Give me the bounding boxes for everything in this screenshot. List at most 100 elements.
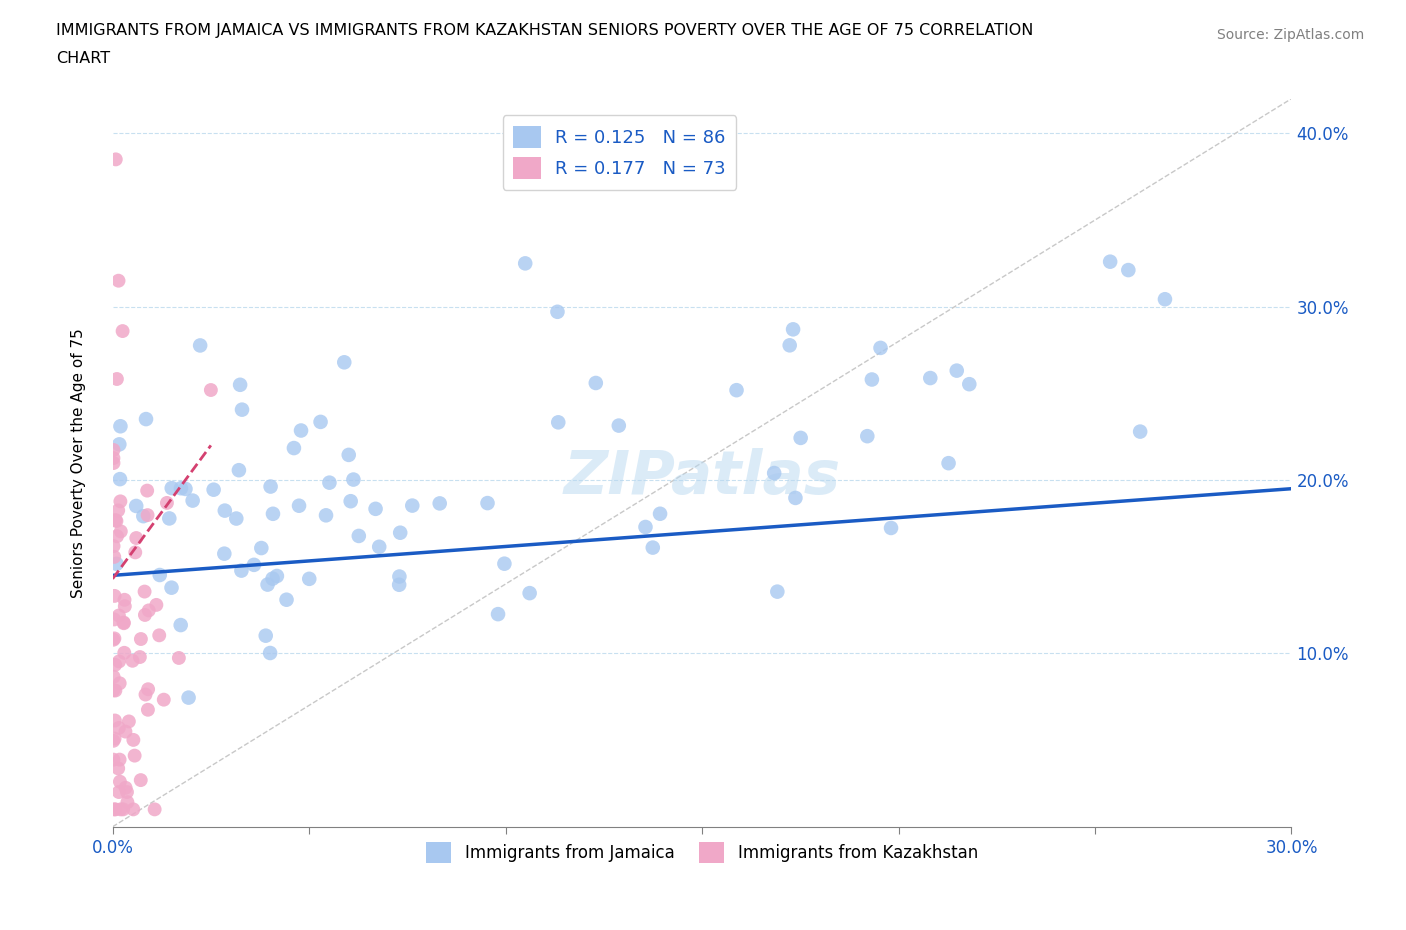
Point [337, 447, 360, 462]
Point [225, 512, 247, 526]
Point [103, 538, 125, 553]
Point [641, 540, 664, 555]
Point [103, 670, 125, 684]
Point [108, 472, 131, 486]
Point [145, 597, 167, 612]
Point [104, 589, 127, 604]
Point [115, 785, 138, 800]
Point [231, 402, 253, 417]
Text: Source: ZipAtlas.com: Source: ZipAtlas.com [1216, 28, 1364, 42]
Point [262, 571, 284, 586]
Point [188, 338, 211, 352]
Point [276, 592, 298, 607]
Point [121, 654, 143, 669]
Point [181, 493, 204, 508]
Point [429, 496, 451, 511]
Point [401, 498, 423, 513]
Point [957, 377, 980, 392]
Point [315, 508, 337, 523]
Point [105, 513, 128, 528]
Point [110, 802, 132, 817]
Point [515, 256, 537, 271]
Text: IMMIGRANTS FROM JAMAICA VS IMMIGRANTS FROM KAZAKHSTAN SENIORS POVERTY OVER THE A: IMMIGRANTS FROM JAMAICA VS IMMIGRANTS FR… [56, 23, 1033, 38]
Point [347, 528, 370, 543]
Point [920, 370, 942, 385]
Point [107, 503, 129, 518]
Point [342, 472, 364, 487]
Point [105, 529, 128, 544]
Point [136, 508, 159, 523]
Point [136, 682, 159, 697]
Point [547, 415, 569, 430]
Point [111, 324, 134, 339]
Point [156, 496, 179, 511]
Point [170, 618, 193, 632]
Point [869, 340, 891, 355]
Point [104, 512, 127, 527]
Point [108, 721, 131, 736]
Point [103, 632, 125, 647]
Point [107, 761, 129, 776]
Point [103, 631, 125, 645]
Point [104, 802, 127, 817]
Point [128, 650, 150, 665]
Point [228, 463, 250, 478]
Point [105, 556, 128, 571]
Y-axis label: Seniors Poverty Over the Age of 75: Seniors Poverty Over the Age of 75 [72, 328, 86, 598]
Point [254, 629, 277, 644]
Point [231, 564, 253, 578]
Point [136, 702, 159, 717]
Point [134, 584, 156, 599]
Point [782, 322, 804, 337]
Point [298, 571, 321, 586]
Point [108, 608, 131, 623]
Point [108, 752, 131, 767]
Point [108, 774, 131, 789]
Point [103, 752, 125, 767]
Point [157, 511, 180, 525]
Point [333, 355, 356, 370]
Point [108, 676, 131, 691]
Point [108, 654, 131, 669]
Point [214, 503, 236, 518]
Point [129, 773, 152, 788]
Point [112, 645, 135, 660]
Point [214, 546, 236, 561]
Point [103, 731, 125, 746]
Point [290, 423, 312, 438]
Point [494, 556, 516, 571]
Point [135, 412, 157, 427]
Point [283, 441, 305, 456]
Point [103, 456, 125, 471]
Point [149, 567, 172, 582]
Point [110, 494, 132, 509]
Point [107, 273, 129, 288]
Point [114, 780, 136, 795]
Point [200, 382, 222, 397]
Point [108, 785, 131, 800]
Point [486, 606, 509, 621]
Point [103, 612, 125, 627]
Point [167, 650, 190, 665]
Point [388, 578, 411, 592]
Point [138, 603, 160, 618]
Point [103, 443, 125, 458]
Point [789, 431, 811, 445]
Point [118, 714, 141, 729]
Point [388, 569, 411, 584]
Point [1129, 424, 1152, 439]
Point [136, 484, 159, 498]
Point [519, 586, 541, 601]
Point [607, 418, 630, 433]
Point [103, 734, 125, 749]
Point [243, 557, 266, 572]
Point [229, 378, 252, 392]
Legend: Immigrants from Jamaica, Immigrants from Kazakhstan: Immigrants from Jamaica, Immigrants from… [419, 836, 984, 870]
Point [766, 584, 789, 599]
Point [114, 592, 136, 607]
Point [477, 496, 499, 511]
Point [152, 692, 174, 707]
Point [112, 615, 135, 630]
Point [104, 683, 127, 698]
Point [318, 475, 340, 490]
